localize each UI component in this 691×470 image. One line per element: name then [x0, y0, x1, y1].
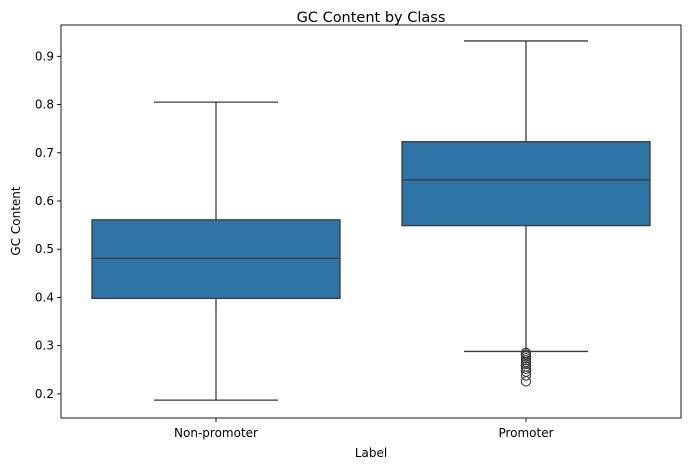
- y-tick-label: 0.6: [35, 194, 54, 208]
- y-tick-label: 0.7: [35, 146, 54, 160]
- outlier-point: [520, 347, 532, 359]
- x-axis: Non-promoter Promoter: [174, 418, 554, 440]
- x-axis-label: Label: [355, 446, 387, 460]
- y-tick-label: 0.3: [35, 339, 54, 353]
- y-tick-label: 0.9: [35, 49, 54, 63]
- box-group-promoter: [401, 40, 651, 387]
- iqr-box: [401, 141, 651, 227]
- y-tick-label: 0.5: [35, 242, 54, 256]
- y-axis-label: GC Content: [9, 186, 23, 256]
- y-tick-label: 0.4: [35, 290, 54, 304]
- chart-title: GC Content by Class: [297, 10, 446, 26]
- x-tick-label: Promoter: [498, 426, 553, 440]
- y-axis: 0.2 0.3 0.4 0.5 0.6 0.7 0.8 0.9: [35, 49, 61, 401]
- box-series: [91, 40, 651, 401]
- y-tick-label: 0.8: [35, 98, 54, 112]
- outlier-point: [520, 361, 532, 372]
- x-tick-label: Non-promoter: [174, 426, 258, 440]
- iqr-box: [91, 219, 341, 300]
- plot-frame: [60, 24, 682, 419]
- y-tick-label: 0.2: [35, 387, 54, 401]
- box-group-non-promoter: [91, 101, 341, 401]
